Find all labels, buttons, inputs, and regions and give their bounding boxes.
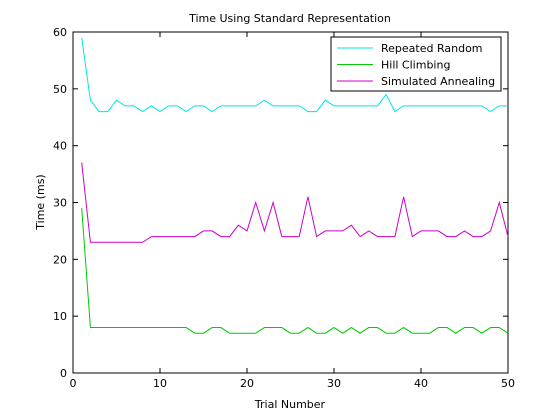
x-axis-title: Trial Number (254, 398, 326, 411)
y-tick-label: 20 (53, 253, 67, 266)
axis-layer: 0 10 20 30 40 50 0 10 20 30 40 50 60 (53, 26, 515, 390)
x-tick-label: 30 (327, 377, 341, 390)
x-tick-label: 50 (501, 377, 515, 390)
legend-label: Simulated Annealing (381, 75, 495, 88)
x-tick-label: 0 (70, 377, 77, 390)
y-tick-label: 0 (60, 367, 67, 380)
y-axis-title: Time (ms) (34, 174, 47, 230)
x-tick-label: 40 (414, 377, 428, 390)
series-layer (81, 37, 509, 334)
series-line-0 (81, 37, 508, 113)
series-line-2 (81, 162, 509, 243)
y-tick-label: 60 (53, 26, 67, 39)
x-tick-label: 10 (153, 377, 167, 390)
y-tick-label: 40 (53, 140, 67, 153)
y-tick-label: 10 (53, 310, 67, 323)
series-line-1 (81, 208, 509, 334)
legend-label: Repeated Random (381, 42, 483, 55)
legend: Repeated Random Hill Climbing Simulated An… (330, 36, 502, 92)
chart-title: Time Using Standard Representation (188, 12, 391, 25)
y-tick-label: 30 (53, 197, 67, 210)
legend-label: Hill Climbing (381, 59, 450, 72)
x-tick-label: 20 (240, 377, 254, 390)
y-tick-label: 50 (53, 83, 67, 96)
